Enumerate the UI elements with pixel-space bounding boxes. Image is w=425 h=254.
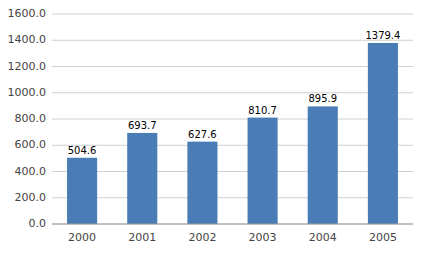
- grid-line: [52, 14, 413, 15]
- y-tick-label: 0.0: [29, 217, 47, 230]
- bar: [127, 133, 157, 224]
- y-tick-label: 200.0: [15, 191, 47, 204]
- x-axis-line: [52, 224, 413, 225]
- y-tick-label: 400.0: [15, 165, 47, 178]
- grid-line: [52, 224, 413, 225]
- bar: [248, 118, 278, 224]
- y-tick-label: 1600.0: [8, 7, 47, 20]
- x-tick-label: 2002: [188, 231, 216, 244]
- y-tick-label: 1000.0: [8, 86, 47, 99]
- bars: [67, 43, 398, 224]
- data-label: 693.7: [128, 120, 157, 131]
- grid-line: [52, 171, 413, 172]
- x-tick-label: 2005: [369, 231, 397, 244]
- data-label: 504.6: [68, 145, 97, 156]
- grid: [52, 14, 413, 224]
- grid-line: [52, 66, 413, 67]
- y-tick-label: 1200.0: [8, 60, 47, 73]
- grid-line: [52, 145, 413, 146]
- chart: 0.0 200.0 400.0 600.0 800.0 1000.0 1200.0 1400.…: [0, 0, 425, 254]
- data-label: 627.6: [188, 129, 217, 140]
- y-tick-label: 1400.0: [8, 33, 47, 46]
- x-tick-label: 2003: [249, 231, 277, 244]
- data-label: 1379.4: [365, 30, 400, 41]
- data-labels: 504.6 693.7 627.6 810.7 895.9 1379.4: [68, 30, 401, 156]
- y-tick-label: 800.0: [15, 112, 47, 125]
- grid-line: [52, 197, 413, 198]
- bar: [308, 106, 338, 224]
- x-tick-label: 2004: [309, 231, 337, 244]
- grid-line: [52, 92, 413, 93]
- bar: [67, 158, 97, 224]
- data-label: 895.9: [308, 93, 337, 104]
- bar: [187, 142, 217, 224]
- grid-line: [52, 119, 413, 120]
- x-tick-label: 2000: [68, 231, 96, 244]
- grid-line: [52, 40, 413, 41]
- bar: [368, 43, 398, 224]
- data-label: 810.7: [248, 105, 277, 116]
- y-tick-label: 600.0: [15, 138, 47, 151]
- x-tick-label: 2001: [128, 231, 156, 244]
